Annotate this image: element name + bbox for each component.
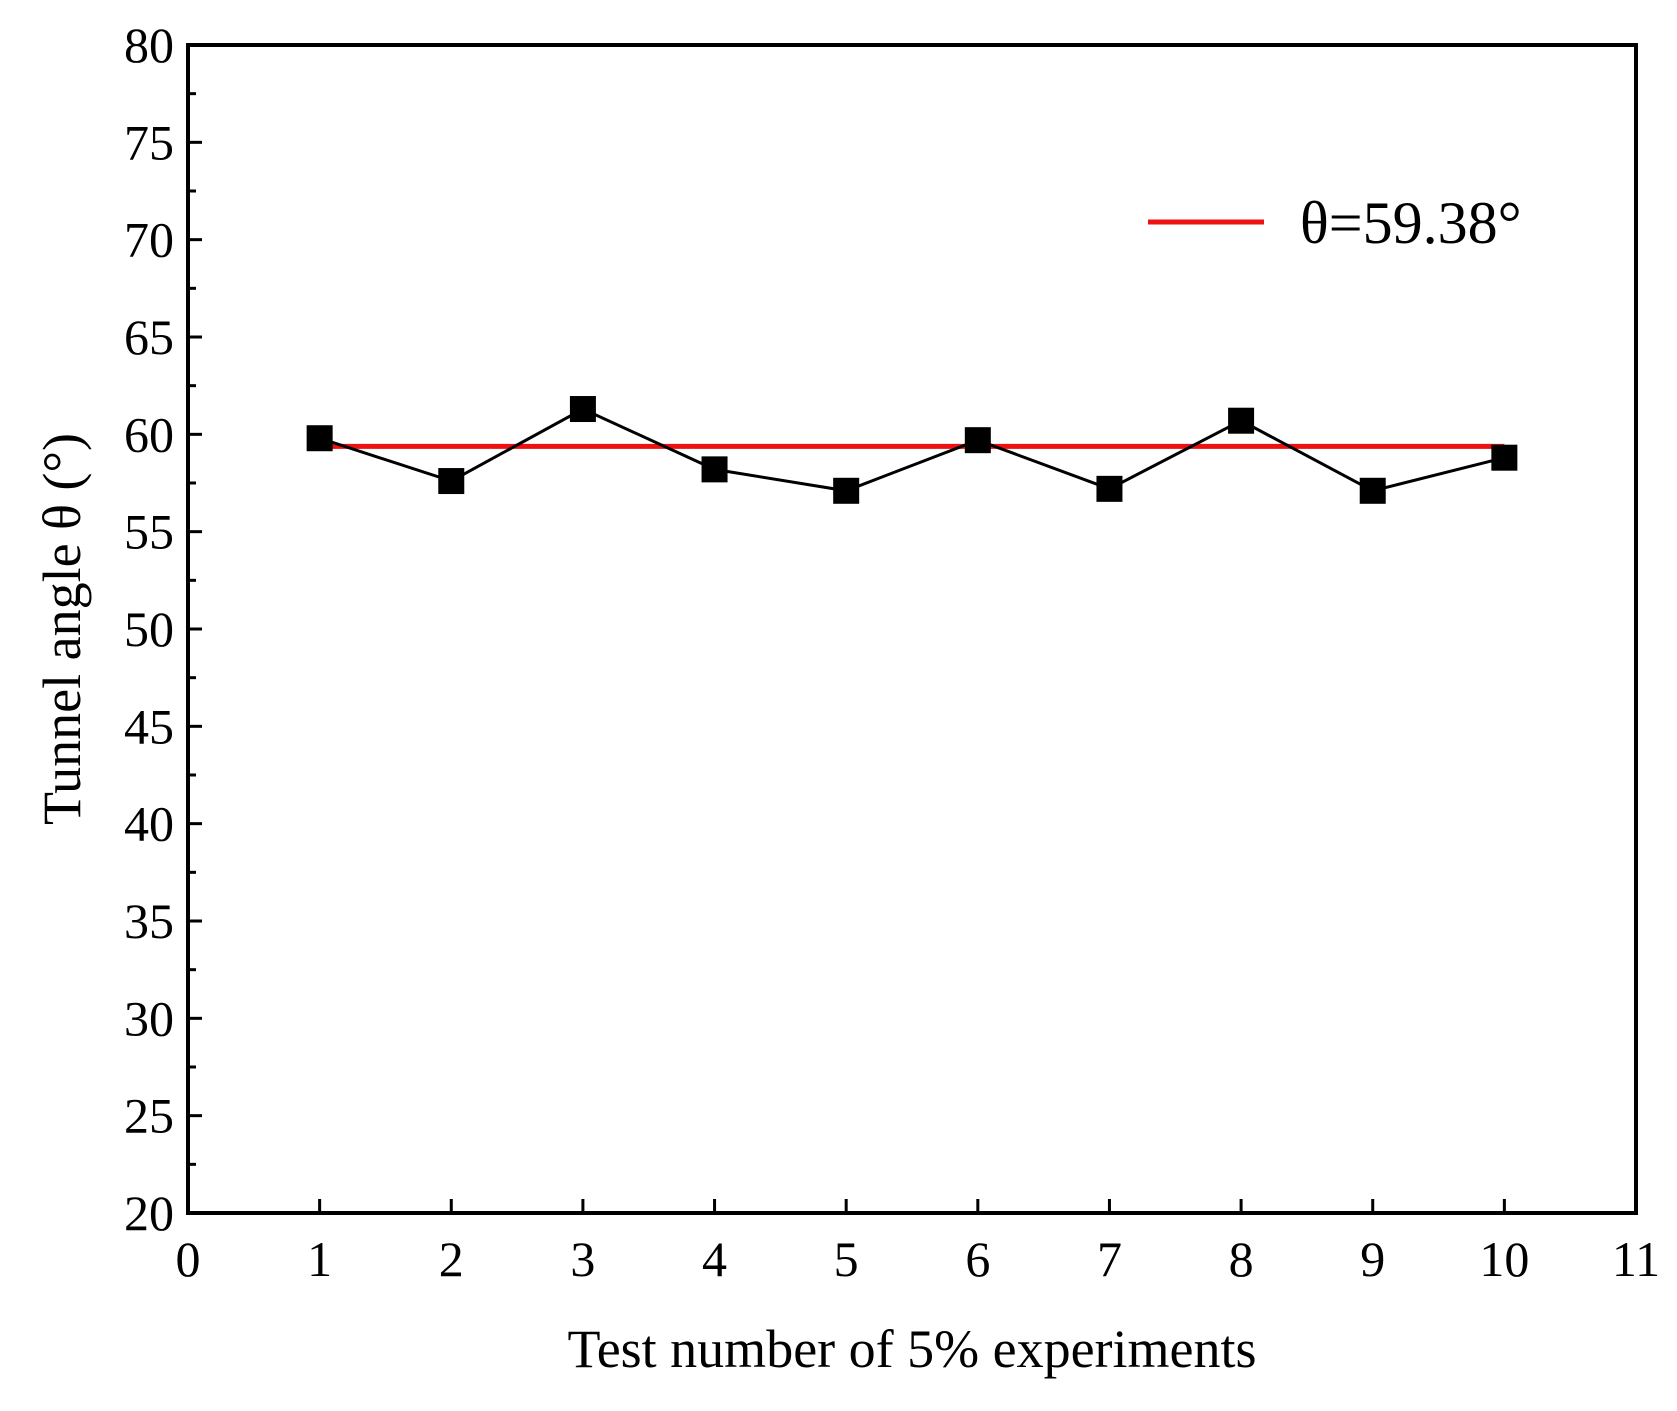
y-tick-label: 75 xyxy=(124,114,174,170)
y-tick-label: 80 xyxy=(124,17,174,73)
x-tick-label: 3 xyxy=(570,1231,595,1287)
x-axis-title: Test number of 5% experiments xyxy=(567,1319,1256,1379)
data-point xyxy=(701,456,728,483)
data-point xyxy=(1359,477,1386,504)
data-point xyxy=(569,396,596,423)
x-tick-label: 8 xyxy=(1229,1231,1254,1287)
x-tick-label: 11 xyxy=(1612,1231,1660,1287)
x-tick-label: 2 xyxy=(439,1231,464,1287)
y-tick-label: 65 xyxy=(124,309,174,365)
x-tick-label: 5 xyxy=(834,1231,859,1287)
data-point xyxy=(1491,444,1518,471)
series-line xyxy=(319,407,1505,493)
x-tick-label: 6 xyxy=(965,1231,990,1287)
data-point xyxy=(438,468,465,495)
y-tick-label: 25 xyxy=(124,1088,174,1144)
y-tick-label: 70 xyxy=(124,212,174,268)
y-tick-label: 50 xyxy=(124,601,174,657)
x-axis: 0 1 2 3 4 5 6 7 8 9 10 11 xyxy=(176,1199,1660,1287)
data-point xyxy=(833,477,860,504)
series-group xyxy=(306,396,1518,504)
y-tick-label: 20 xyxy=(124,1185,174,1241)
y-axis-title: Tunnel angle θ (°) xyxy=(32,433,92,825)
y-axis: 20 25 30 35 40 45 50 55 60 65 70 75 80 xyxy=(124,17,202,1241)
legend-label: θ=59.38° xyxy=(1300,190,1522,256)
y-tick-label: 60 xyxy=(124,406,174,462)
x-tick-label: 7 xyxy=(1097,1231,1122,1287)
x-tick-label: 1 xyxy=(307,1231,332,1287)
data-point xyxy=(306,425,333,452)
y-tick-label: 45 xyxy=(124,698,174,754)
data-point xyxy=(964,427,991,454)
y-tick-label: 40 xyxy=(124,796,174,852)
y-tick-label: 55 xyxy=(124,504,174,560)
y-tick-label: 35 xyxy=(124,893,174,949)
x-tick-label: 9 xyxy=(1360,1231,1385,1287)
data-point xyxy=(1228,407,1255,434)
x-tick-label: 0 xyxy=(176,1231,201,1287)
legend: θ=59.38° xyxy=(1148,190,1522,256)
x-tick-label: 10 xyxy=(1479,1231,1529,1287)
data-point xyxy=(1096,475,1123,502)
x-tick-label: 4 xyxy=(702,1231,727,1287)
y-tick-label: 30 xyxy=(124,990,174,1046)
